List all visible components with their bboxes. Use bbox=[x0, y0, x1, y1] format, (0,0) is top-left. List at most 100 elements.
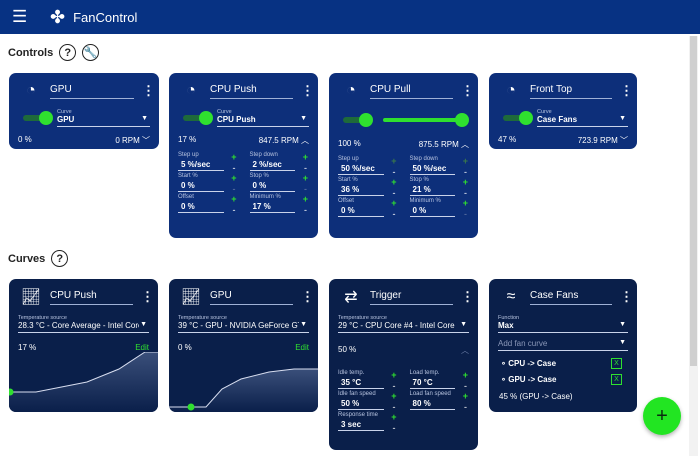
field-value[interactable]: 17 % bbox=[249, 200, 295, 213]
minus-icon[interactable]: - bbox=[304, 163, 307, 173]
wrench-icon[interactable]: 🔧 bbox=[82, 44, 100, 61]
offset-field[interactable]: Offset 0 % + - bbox=[338, 198, 398, 219]
plus-icon[interactable]: + bbox=[231, 173, 237, 183]
help-icon[interactable]: ? bbox=[51, 250, 69, 267]
field-value[interactable]: 0 % bbox=[178, 200, 224, 213]
idle-fan-speed-field[interactable]: Idle fan speed 50 % + - bbox=[338, 391, 398, 412]
edit-button[interactable]: Edit bbox=[295, 343, 309, 352]
curve-name[interactable]: GPU bbox=[210, 290, 293, 305]
minus-icon[interactable]: - bbox=[304, 205, 307, 215]
offset-field[interactable]: Offset 0 % + - bbox=[178, 194, 238, 215]
minus-icon[interactable]: - bbox=[464, 402, 467, 412]
plus-icon[interactable]: + bbox=[391, 156, 397, 166]
curve-select[interactable]: Curve CPU Push ▼ bbox=[217, 109, 309, 127]
plus-icon[interactable]: + bbox=[462, 370, 468, 380]
plus-icon[interactable]: + bbox=[462, 198, 468, 208]
add-button[interactable]: + bbox=[643, 397, 681, 435]
chevron-up-icon[interactable]: ︿ bbox=[301, 136, 309, 145]
slider-thumb[interactable] bbox=[455, 113, 469, 127]
field-value[interactable]: 0 % bbox=[178, 179, 224, 192]
enable-toggle[interactable] bbox=[503, 111, 533, 125]
curve-name[interactable]: Trigger bbox=[370, 290, 453, 305]
plus-icon[interactable]: + bbox=[231, 152, 237, 162]
start-field[interactable]: Start % 0 % + - bbox=[178, 173, 238, 194]
field-value[interactable]: 2 %/sec bbox=[249, 158, 295, 171]
control-name[interactable]: Front Top bbox=[530, 84, 612, 99]
step-up-field[interactable]: Step up 50 %/sec + - bbox=[338, 156, 398, 177]
temperature-source-select[interactable]: Temperature source 29 °C - CPU Core #4 - … bbox=[338, 315, 469, 333]
load-fan-speed-field[interactable]: Load fan speed 80 % + - bbox=[409, 391, 470, 412]
add-fan-curve-select[interactable]: Add fan curve ▼ bbox=[498, 337, 628, 351]
step-down-field[interactable]: Step down 2 %/sec + - bbox=[249, 152, 310, 173]
chevron-up-icon[interactable]: ︿ bbox=[461, 346, 469, 355]
field-value[interactable]: 5 %/sec bbox=[178, 158, 224, 171]
curve-name[interactable]: CPU Push bbox=[50, 290, 133, 305]
function-select[interactable]: Function Max ▼ bbox=[498, 315, 628, 333]
minus-icon[interactable]: - bbox=[392, 423, 396, 433]
minus-icon[interactable]: - bbox=[392, 381, 396, 391]
minus-icon[interactable]: - bbox=[392, 188, 396, 198]
plus-icon[interactable]: + bbox=[391, 412, 397, 422]
more-icon[interactable]: ⋮ bbox=[142, 83, 155, 98]
minimum-field[interactable]: Minimum % 17 % + - bbox=[249, 194, 310, 215]
field-value[interactable]: 0 % bbox=[409, 204, 455, 217]
more-icon[interactable]: ⋮ bbox=[461, 83, 474, 98]
idle-temp-field[interactable]: Idle temp. 35 °C + - bbox=[338, 370, 398, 391]
stop-field[interactable]: Stop % 21 % + - bbox=[409, 177, 470, 198]
temperature-source-select[interactable]: Temperature source 39 °C - GPU - NVIDIA G… bbox=[178, 315, 309, 333]
more-icon[interactable]: ⋮ bbox=[301, 289, 314, 304]
hamburger-icon[interactable]: ☰ bbox=[12, 7, 28, 26]
manual-speed-slider[interactable] bbox=[383, 113, 469, 127]
minus-icon[interactable]: - bbox=[464, 188, 467, 198]
enable-toggle[interactable] bbox=[23, 111, 53, 125]
enable-toggle[interactable] bbox=[343, 113, 373, 127]
minus-icon[interactable]: - bbox=[232, 205, 236, 215]
minus-icon[interactable]: - bbox=[392, 402, 396, 412]
more-icon[interactable]: ⋮ bbox=[620, 289, 633, 304]
plus-icon[interactable]: + bbox=[391, 370, 397, 380]
remove-button[interactable]: X bbox=[611, 374, 622, 385]
scrollbar-thumb[interactable] bbox=[690, 36, 697, 366]
stop-field[interactable]: Stop % 0 % + - bbox=[249, 173, 310, 194]
edit-button[interactable]: Edit bbox=[135, 343, 149, 352]
minus-icon[interactable]: - bbox=[464, 209, 467, 219]
remove-button[interactable]: X bbox=[611, 358, 622, 369]
plus-icon[interactable]: + bbox=[391, 391, 397, 401]
minus-icon[interactable]: - bbox=[304, 184, 307, 194]
chevron-down-icon[interactable]: ﹀ bbox=[620, 136, 628, 145]
field-value[interactable]: 50 %/sec bbox=[338, 162, 384, 175]
plus-icon[interactable]: + bbox=[462, 177, 468, 187]
temperature-source-select[interactable]: Temperature source 28.3 °C - Core Average… bbox=[18, 315, 149, 333]
field-value[interactable]: 70 °C bbox=[409, 376, 455, 389]
step-down-field[interactable]: Step down 50 %/sec + - bbox=[409, 156, 470, 177]
more-icon[interactable]: ⋮ bbox=[620, 83, 633, 98]
field-value[interactable]: 21 % bbox=[409, 183, 455, 196]
plus-icon[interactable]: + bbox=[391, 177, 397, 187]
field-value[interactable]: 36 % bbox=[338, 183, 384, 196]
step-up-field[interactable]: Step up 5 %/sec + - bbox=[178, 152, 238, 173]
minus-icon[interactable]: - bbox=[232, 163, 236, 173]
plus-icon[interactable]: + bbox=[391, 198, 397, 208]
plus-icon[interactable]: + bbox=[462, 156, 468, 166]
control-name[interactable]: GPU bbox=[50, 84, 134, 99]
minus-icon[interactable]: - bbox=[232, 184, 236, 194]
field-value[interactable]: 3 sec bbox=[338, 418, 384, 431]
chevron-up-icon[interactable]: ︿ bbox=[461, 140, 469, 149]
minus-icon[interactable]: - bbox=[392, 167, 396, 177]
more-icon[interactable]: ⋮ bbox=[301, 83, 314, 98]
response-time-field[interactable]: Response time 3 sec + - bbox=[338, 412, 398, 433]
enable-toggle[interactable] bbox=[183, 111, 213, 125]
chevron-down-icon[interactable]: ﹀ bbox=[142, 136, 150, 145]
more-icon[interactable]: ⋮ bbox=[141, 289, 154, 304]
field-value[interactable]: 0 % bbox=[249, 179, 295, 192]
control-name[interactable]: CPU Push bbox=[210, 84, 293, 99]
plus-icon[interactable]: + bbox=[231, 194, 237, 204]
plus-icon[interactable]: + bbox=[462, 391, 468, 401]
help-icon[interactable]: ? bbox=[59, 44, 77, 61]
plus-icon[interactable]: + bbox=[302, 194, 308, 204]
start-field[interactable]: Start % 36 % + - bbox=[338, 177, 398, 198]
minus-icon[interactable]: - bbox=[464, 167, 467, 177]
curve-select[interactable]: Curve GPU ▼ bbox=[57, 109, 150, 127]
minus-icon[interactable]: - bbox=[464, 381, 467, 391]
minimum-field[interactable]: Minimum % 0 % + - bbox=[409, 198, 470, 219]
